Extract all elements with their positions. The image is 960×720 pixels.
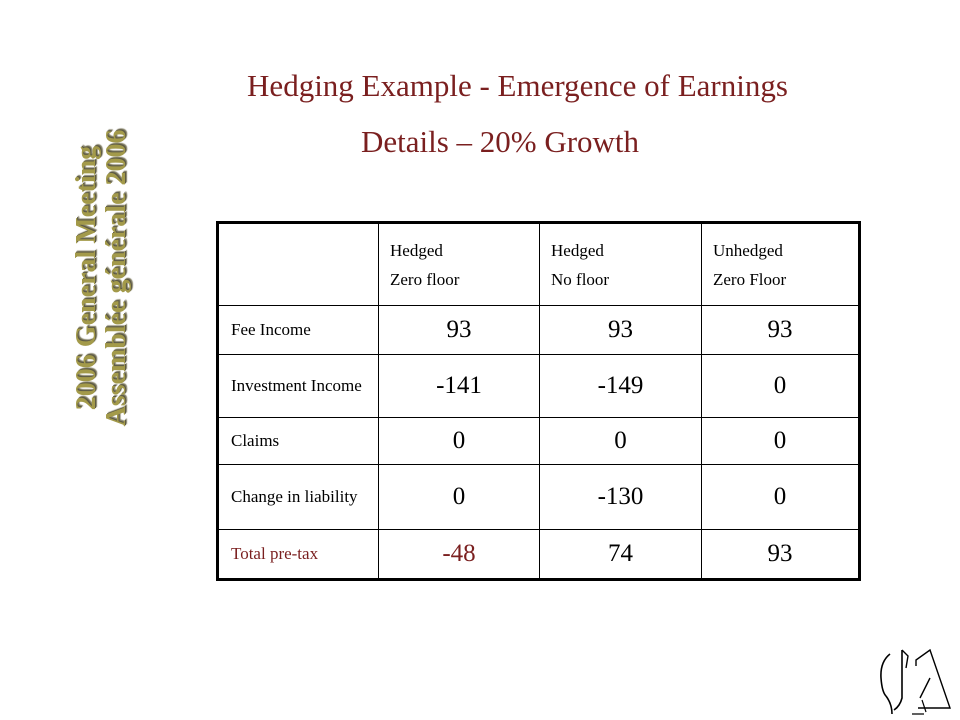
table-cell: 0	[378, 464, 540, 530]
table-row: Fee Income 93 93 93	[217, 305, 860, 355]
header-line2: Zero Floor	[713, 269, 787, 289]
header-cell: Unhedged Zero Floor	[701, 222, 860, 306]
society-logo-icon	[880, 648, 951, 715]
table-row: Claims 0 0 0	[217, 417, 860, 465]
table-cell: -48	[378, 529, 540, 580]
table-row: Investment Income -141 -149 0	[217, 354, 860, 418]
header-line1: Hedged	[390, 240, 443, 260]
row-label: Fee Income	[217, 305, 379, 355]
table-row: Total pre-tax -48 74 93	[217, 529, 860, 580]
table-cell: 93	[539, 305, 702, 355]
table-row: Change in liability 0 -130 0	[217, 464, 860, 530]
header-line2: No floor	[551, 269, 610, 289]
slide-title: Hedging Example - Emergence of Earnings	[247, 68, 788, 103]
table-cell: 0	[701, 464, 860, 530]
header-empty-cell	[217, 222, 379, 306]
table-cell: 74	[539, 529, 702, 580]
table-cell: 0	[539, 417, 702, 465]
table-cell: 93	[378, 305, 540, 355]
table-cell: 0	[701, 417, 860, 465]
row-label: Total pre-tax	[217, 529, 379, 580]
header-cell: Hedged No floor	[539, 222, 702, 306]
table-cell: 0	[378, 417, 540, 465]
side-watermark: 2006 General Meeting Assemblée générale …	[71, 108, 132, 448]
header-line2: Zero floor	[390, 269, 460, 289]
row-label: Investment Income	[217, 354, 379, 418]
side-text-line1: 2006 General Meeting	[71, 145, 102, 411]
table-header-row: Hedged Zero floor Hedged No floor Unhedg…	[217, 222, 860, 306]
earnings-table: Hedged Zero floor Hedged No floor Unhedg…	[216, 221, 861, 581]
slide-subtitle: Details – 20% Growth	[360, 124, 640, 159]
table-cell: 93	[701, 529, 860, 580]
table-cell: -141	[378, 354, 540, 418]
header-cell: Hedged Zero floor	[378, 222, 540, 306]
header-line1: Hedged	[551, 240, 604, 260]
header-line1: Unhedged	[713, 240, 783, 260]
side-text-line2: Assemblée générale 2006	[101, 129, 132, 427]
table-cell: -130	[539, 464, 702, 530]
row-label: Change in liability	[217, 464, 379, 530]
row-label: Claims	[217, 417, 379, 465]
table-cell: 0	[701, 354, 860, 418]
table-cell: -149	[539, 354, 702, 418]
table-cell: 93	[701, 305, 860, 355]
